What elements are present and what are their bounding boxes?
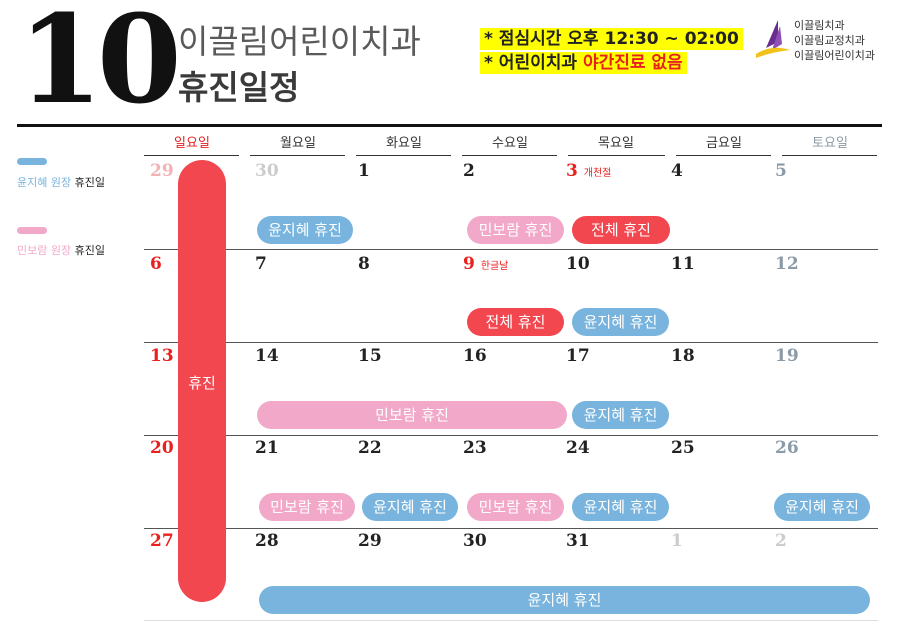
lunch-notice: * 점심시간 오후 12:30 ~ 02:00: [480, 28, 743, 50]
weekday-divider: [462, 155, 557, 156]
date-cell: 4: [671, 161, 683, 181]
date-cell: 12: [775, 254, 799, 274]
event-yun-closed: 윤지혜 휴진: [572, 401, 669, 429]
legend-yun-swatch: [17, 158, 47, 165]
date-cell: 6: [150, 254, 162, 274]
event-all-closed: 전체 휴진: [467, 308, 564, 336]
event-yun-closed: 윤지혜 휴진: [572, 493, 669, 521]
date-cell: 24: [566, 438, 590, 458]
week-divider: [144, 342, 878, 343]
date-cell: 31: [566, 531, 590, 551]
weekday-thu: 목요일: [598, 136, 634, 151]
sunday-closed-bar: [178, 160, 226, 602]
lunch-notice-label: * 점심시간: [484, 29, 568, 49]
holiday-label: 개천절: [583, 168, 612, 179]
event-yun-closed: 윤지혜 휴진: [362, 493, 458, 521]
date-cell: 1: [358, 161, 370, 181]
event-min-closed: 민보람 휴진: [257, 401, 567, 429]
date-cell: 7: [255, 254, 267, 274]
date-cell: 27: [150, 531, 174, 551]
week-divider: [144, 620, 878, 621]
date-cell: 30: [463, 531, 487, 551]
date-cell: 2: [775, 531, 787, 551]
date-cell: 9 한글날: [463, 254, 508, 277]
date-cell: 28: [255, 531, 279, 551]
night-notice: * 어린이치과 야간진료 없음: [480, 52, 687, 74]
sunday-closed-label: 휴진: [188, 374, 216, 392]
clinic-logo-icon: [752, 18, 792, 62]
night-notice-label: * 어린이치과: [484, 53, 583, 73]
date-cell: 13: [150, 346, 174, 366]
weekday-sun: 일요일: [174, 136, 210, 151]
clinic-name: 이끌림어린이치과: [178, 22, 421, 61]
date-cell: 5: [775, 161, 787, 181]
date-cell: 16: [463, 346, 487, 366]
weekday-divider: [676, 155, 771, 156]
clinic-logo-text: 이끌림치과 이끌림교정치과 이끌림어린이치과: [794, 18, 875, 63]
weekday-tue: 화요일: [386, 136, 422, 151]
date-cell: 3 개천절: [566, 161, 611, 184]
week-divider: [144, 435, 878, 436]
week-divider: [144, 528, 878, 529]
week-divider: [144, 249, 878, 250]
date-cell: 19: [775, 346, 799, 366]
header-rule: [17, 124, 882, 127]
legend-min-swatch: [17, 227, 47, 234]
weekday-divider: [356, 155, 451, 156]
weekday-divider: [250, 155, 345, 156]
date-cell: 17: [566, 346, 590, 366]
weekday-wed: 수요일: [492, 136, 528, 151]
event-min-closed: 민보람 휴진: [467, 216, 564, 244]
weekday-divider: [568, 155, 665, 156]
weekday-divider: [782, 155, 877, 156]
legend-yun-name: 윤지혜 원장: [17, 176, 72, 189]
legend-yun: 윤지혜 원장 휴진일: [17, 176, 105, 190]
event-all-closed: 전체 휴진: [572, 216, 670, 244]
date-cell: 14: [255, 346, 279, 366]
date-cell: 18: [671, 346, 695, 366]
legend-min-name: 민보람 원장: [17, 244, 72, 257]
date-cell: 11: [671, 254, 695, 274]
event-yun-closed: 윤지혜 휴진: [572, 308, 669, 336]
date-cell: 22: [358, 438, 382, 458]
date-cell: 1: [671, 531, 683, 551]
date-cell: 26: [775, 438, 799, 458]
legend-min: 민보람 원장 휴진일: [17, 244, 105, 258]
date-cell: 20: [150, 438, 174, 458]
date-cell: 21: [255, 438, 279, 458]
event-min-closed: 민보람 휴진: [259, 493, 355, 521]
date-cell: 15: [358, 346, 382, 366]
weekday-divider: [144, 155, 239, 156]
logo-line-2: 이끌림교정치과: [794, 34, 865, 47]
date-cell: 30: [255, 161, 279, 181]
logo-line-3: 이끌림어린이치과: [794, 49, 875, 62]
date-cell: 23: [463, 438, 487, 458]
date-cell: 10: [566, 254, 590, 274]
legend-min-suffix: 휴진일: [71, 244, 105, 257]
date-number: 3: [566, 161, 578, 181]
weekday-sat: 토요일: [812, 136, 848, 151]
event-yun-closed: 윤지혜 휴진: [774, 493, 870, 521]
date-cell: 25: [671, 438, 695, 458]
night-notice-red: 야간진료 없음: [582, 53, 683, 73]
date-number: 9: [463, 254, 475, 274]
event-yun-closed: 윤지혜 휴진: [257, 216, 353, 244]
month-number: 10: [18, 0, 182, 131]
legend-yun-suffix: 휴진일: [71, 176, 105, 189]
holiday-label: 한글날: [480, 261, 509, 272]
weekday-mon: 월요일: [280, 136, 316, 151]
lunch-notice-time: 오후 12:30 ~ 02:00: [567, 29, 739, 49]
logo-line-1: 이끌림치과: [794, 19, 845, 32]
date-cell: 29: [150, 161, 174, 181]
event-min-closed: 민보람 휴진: [467, 493, 564, 521]
date-cell: 2: [463, 161, 475, 181]
event-yun-closed: 윤지혜 휴진: [259, 586, 870, 614]
date-cell: 8: [358, 254, 370, 274]
weekday-fri: 금요일: [706, 136, 742, 151]
schedule-title: 휴진일정: [178, 68, 300, 107]
date-cell: 29: [358, 531, 382, 551]
